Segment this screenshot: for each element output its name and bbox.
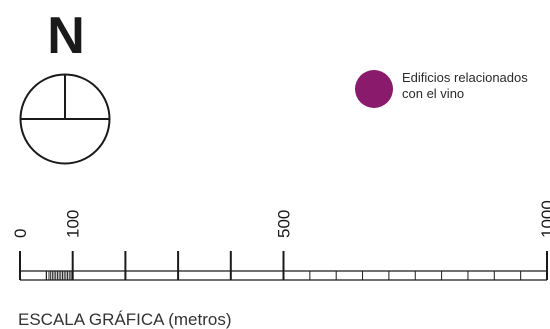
graphic-scale-bar: 0 100 500 1000 [11, 200, 550, 281]
compass-icon [19, 73, 111, 165]
scale-tick-label: 1000 [538, 200, 550, 238]
legend-swatch-wine-buildings [355, 70, 393, 108]
scale-tick-labels: 0 100 500 1000 [11, 200, 550, 238]
scale-title: ESCALA GRÁFICA (metros) [18, 310, 232, 329]
legend-label: Edificios relacionados con el vino [402, 70, 528, 101]
scale-bar-ruler [19, 251, 548, 281]
north-arrow-letter: N [47, 7, 85, 65]
scale-tick-label: 100 [64, 210, 83, 238]
scale-tick-label: 0 [11, 229, 30, 238]
scale-tick-label: 500 [275, 210, 294, 238]
